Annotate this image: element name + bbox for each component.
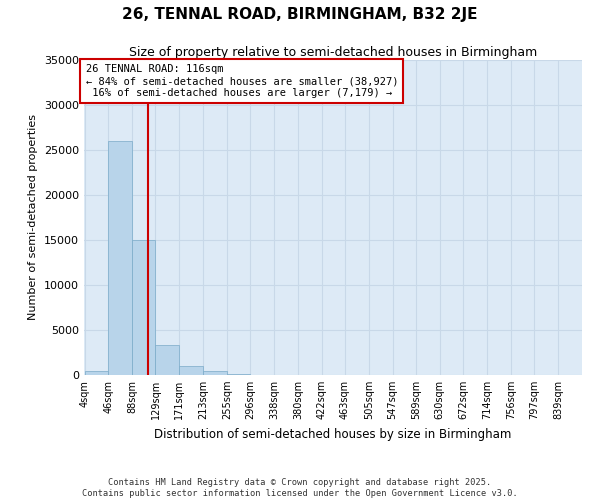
Y-axis label: Number of semi-detached properties: Number of semi-detached properties [28, 114, 38, 320]
Bar [155, 346, 179, 375]
Bar [109, 141, 132, 375]
Text: 26, TENNAL ROAD, BIRMINGHAM, B32 2JE: 26, TENNAL ROAD, BIRMINGHAM, B32 2JE [122, 8, 478, 22]
Bar [132, 240, 155, 375]
Text: Contains HM Land Registry data © Crown copyright and database right 2025.
Contai: Contains HM Land Registry data © Crown c… [82, 478, 518, 498]
Text: 26 TENNAL ROAD: 116sqm
← 84% of semi-detached houses are smaller (38,927)
 16% o: 26 TENNAL ROAD: 116sqm ← 84% of semi-det… [86, 64, 398, 98]
Title: Size of property relative to semi-detached houses in Birmingham: Size of property relative to semi-detach… [129, 46, 537, 59]
X-axis label: Distribution of semi-detached houses by size in Birmingham: Distribution of semi-detached houses by … [154, 428, 512, 440]
Bar [203, 370, 227, 375]
Bar [179, 366, 203, 375]
Bar [85, 372, 109, 375]
Bar [227, 374, 250, 375]
